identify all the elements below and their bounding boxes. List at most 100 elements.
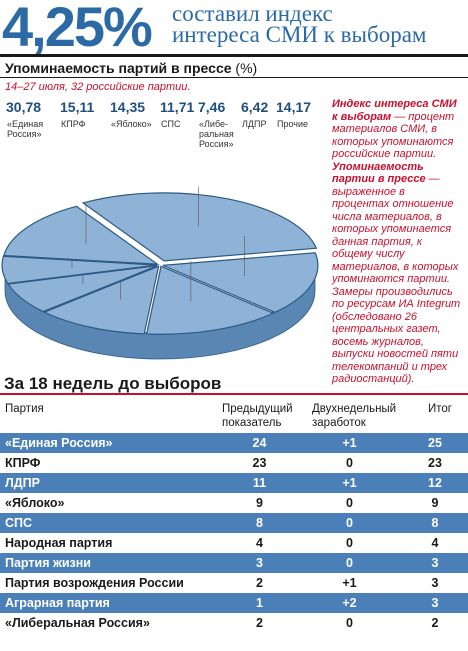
- table-row: Партия жизни 3 0 3: [0, 553, 468, 573]
- row-party: «Единая Россия»: [0, 433, 222, 453]
- pie-category-label: Прочие: [277, 119, 308, 129]
- pie-category-label-line: КПРФ: [61, 119, 86, 129]
- row-gain: 0: [297, 453, 402, 473]
- col-header-two-week-line-2: заработок: [312, 417, 366, 429]
- chart-title-unit: (%): [235, 60, 258, 76]
- pie-value-label: 15,11: [60, 99, 95, 115]
- row-party: Народная партия: [0, 533, 222, 553]
- note-text-1: — процент материалов СМИ, в которых упом…: [332, 110, 455, 161]
- row-gain: 0: [297, 493, 402, 513]
- pie-slice: [1, 255, 158, 285]
- row-gain: +1: [297, 573, 402, 593]
- headline-line-1: составил индекс: [172, 1, 333, 26]
- row-party: Партия жизни: [0, 553, 222, 573]
- table-row: КПРФ 23 0 23: [0, 453, 468, 473]
- row-prev: 23: [222, 453, 297, 473]
- ratings-table: «Единая Россия» 24 +1 25 КПРФ 23 0 23 ЛДПР 11 +1 12…: [0, 433, 468, 633]
- pie-category-label-line: СПС: [161, 119, 181, 129]
- pie-category-label: СПС: [161, 119, 180, 129]
- row-total: 3: [402, 553, 468, 573]
- row-gain: 0: [297, 613, 402, 633]
- pie-value-label: 14,17: [276, 99, 312, 115]
- pie-value-label: 7,46: [198, 99, 226, 115]
- row-total: 3: [402, 593, 468, 613]
- row-total: 4: [402, 533, 468, 553]
- chart-subtitle: 14–27 июля, 32 российские партии.: [5, 81, 191, 93]
- row-prev: 11: [222, 473, 297, 493]
- pie-slice: [3, 205, 160, 265]
- pie-slice: [42, 265, 160, 335]
- pie-value-labels: 30,78 «Единая Россия» 15,11 КПРФ 14,35 «Яблоко…: [6, 99, 326, 159]
- note-term-2: Упоминаемость партии в прессе: [332, 160, 426, 186]
- row-gain: +2: [297, 593, 402, 613]
- row-party: «Яблоко»: [0, 493, 222, 513]
- row-gain: 0: [297, 533, 402, 553]
- pie-category-label: «Яблоко»: [111, 119, 152, 129]
- row-prev: 2: [222, 573, 297, 593]
- pie-slice: [81, 192, 318, 262]
- pie-value-label: 14,35: [110, 99, 146, 115]
- chart-title: Упоминаемость партий в прессе (%): [5, 60, 257, 76]
- pie-chart: [1, 186, 319, 360]
- row-total: 23: [402, 453, 468, 473]
- table-row: ЛДПР 11 +1 12: [0, 473, 468, 493]
- pie-category-label-line: «Яблоко»: [111, 119, 152, 129]
- table-row: Аграрная партия 1 +2 3: [0, 593, 468, 613]
- pie-value-label: 30,78: [6, 99, 42, 115]
- row-party: Аграрная партия: [0, 593, 222, 613]
- row-gain: +1: [297, 473, 402, 493]
- row-party: КПРФ: [0, 453, 222, 473]
- row-prev: 1: [222, 593, 297, 613]
- row-prev: 2: [222, 613, 297, 633]
- col-header-prev-line-1: Предыдущий: [222, 403, 293, 415]
- row-prev: 4: [222, 533, 297, 553]
- pie-slice: [145, 265, 275, 335]
- pie-category-label-line: «Единая: [7, 119, 44, 129]
- row-total: 9: [402, 493, 468, 513]
- table-row: «Единая Россия» 24 +1 25: [0, 433, 468, 453]
- table-row: «Яблоко» 9 0 9: [0, 493, 468, 513]
- row-prev: 8: [222, 513, 297, 533]
- pie-category-label: «Единая Россия»: [7, 119, 43, 139]
- row-total: 8: [402, 513, 468, 533]
- row-gain: +1: [297, 433, 402, 453]
- table-row: СПС 8 0 8: [0, 513, 468, 533]
- row-party: ЛДПР: [0, 473, 222, 493]
- row-prev: 24: [222, 433, 297, 453]
- headline-value: 4,25%: [2, 0, 153, 58]
- pie-category-label-line: Россия»: [199, 139, 234, 149]
- row-gain: 0: [297, 513, 402, 533]
- table-row: Народная партия 4 0 4: [0, 533, 468, 553]
- col-header-two-week-line-1: Двухнедельный: [312, 403, 397, 415]
- headline-line-2: интереса СМИ к выборам: [172, 22, 427, 47]
- top-divider: [0, 54, 468, 57]
- pie-category-label-line: ЛДПР: [242, 119, 267, 129]
- pie-category-label-line: ральная: [199, 129, 234, 139]
- pie-category-label: КПРФ: [61, 119, 85, 129]
- pie-value-label: 6,42: [241, 99, 269, 115]
- methodology-note: Индекс интереса СМИ к выборам — процент …: [332, 98, 462, 386]
- col-header-prev: Предыдущий показатель: [222, 402, 293, 430]
- note-term-1: Индекс интереса СМИ к выборам: [332, 98, 457, 123]
- table-title-rule: [0, 393, 468, 395]
- table-row: «Либеральная Россия» 2 0 2: [0, 613, 468, 633]
- pie-category-label-line: Россия»: [7, 129, 42, 139]
- row-total: 3: [402, 573, 468, 593]
- col-header-total: Итог: [428, 403, 452, 415]
- pie-slice: [7, 265, 158, 313]
- table-row: Партия возрождения России 2 +1 3: [0, 573, 468, 593]
- pie-slice: [162, 252, 319, 314]
- row-total: 12: [402, 473, 468, 493]
- pie-category-label-line: «Либе-: [199, 119, 228, 129]
- note-text-2: — выраженное в процентах отношение числа…: [332, 173, 461, 385]
- row-prev: 3: [222, 553, 297, 573]
- col-header-prev-line-2: показатель: [222, 417, 282, 429]
- row-gain: 0: [297, 553, 402, 573]
- col-header-two-week: Двухнедельный заработок: [312, 402, 396, 430]
- pie-value-label: 11,71: [160, 99, 195, 115]
- pie-category-label: ЛДПР: [242, 119, 266, 129]
- row-party: СПС: [0, 513, 222, 533]
- col-header-party: Партия: [5, 403, 44, 415]
- table-section-title: За 18 недель до выборов: [4, 374, 222, 393]
- row-party: Партия возрождения России: [0, 573, 222, 593]
